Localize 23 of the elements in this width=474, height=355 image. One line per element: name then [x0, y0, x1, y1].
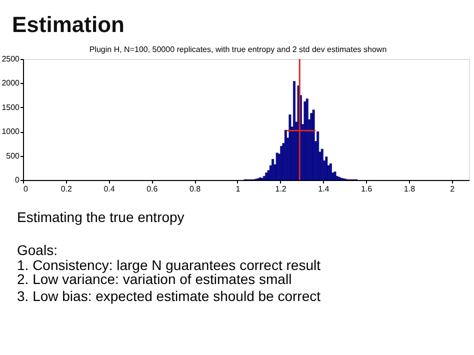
x-tick-label: 0.2: [60, 184, 72, 194]
x-tick-label: 1: [236, 184, 241, 194]
x-tick-label: 2: [450, 184, 456, 194]
text: Estimating the true entropy: [17, 209, 184, 225]
y-tick-label: 1000: [2, 127, 20, 136]
x-tick-label: 0.8: [189, 184, 202, 194]
x-tick-label: 1.4: [318, 184, 330, 194]
text: 3. Low bias: expected estimate should be correct: [17, 288, 321, 304]
text: Goals:: [17, 242, 58, 258]
y-tick-label: 2000: [2, 78, 20, 88]
x-tick-label: 1.2: [275, 184, 287, 194]
chart-subtitle: Plugin H, N=100, 50000 replicates, with true entropy and 2 std dev estimates shown: [89, 45, 387, 54]
text: 1. Consistency: large N guarantees correct result: [17, 257, 321, 273]
y-tick-label: 1500: [2, 102, 20, 112]
x-tick-label: 0.4: [104, 184, 116, 194]
x-tick-label: 0.6: [146, 184, 158, 194]
x-tick-label: 1.8: [404, 184, 416, 194]
chart-title: Estimation: [12, 12, 124, 37]
y-tick-label: 0: [15, 176, 20, 184]
x-tick-label: 0: [24, 184, 28, 194]
x-tick-label: 1.6: [361, 184, 373, 194]
y-tick-label: 500: [6, 151, 20, 160]
y-tick-label: 2500: [2, 54, 20, 64]
